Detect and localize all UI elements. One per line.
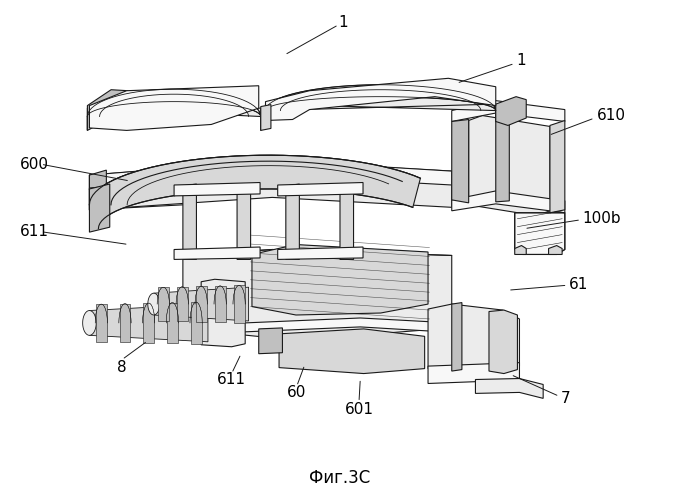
Polygon shape [252,245,428,315]
Text: 1: 1 [339,15,348,30]
Polygon shape [496,112,509,202]
Text: 100b: 100b [583,211,621,226]
Polygon shape [452,191,565,213]
Polygon shape [90,304,208,342]
Polygon shape [90,160,452,190]
Text: 7: 7 [561,391,571,406]
Polygon shape [174,183,260,196]
Text: 611: 611 [20,224,50,239]
Polygon shape [196,286,207,322]
Polygon shape [154,287,249,321]
Polygon shape [90,86,258,130]
Polygon shape [340,184,354,259]
Polygon shape [452,101,565,121]
Text: Фиг.3С: Фиг.3С [309,469,371,487]
Text: 611: 611 [217,372,246,387]
Polygon shape [177,287,188,321]
Text: 600: 600 [20,157,50,172]
Polygon shape [158,287,169,321]
Polygon shape [90,155,420,205]
Polygon shape [452,302,462,371]
Polygon shape [469,116,550,216]
Polygon shape [183,184,197,259]
Polygon shape [88,90,128,130]
Polygon shape [279,329,424,374]
Polygon shape [234,285,245,323]
Text: 60: 60 [287,385,307,400]
Text: 61: 61 [569,277,588,292]
Polygon shape [90,184,109,232]
Text: 1: 1 [516,53,526,68]
Text: 610: 610 [597,108,626,123]
Polygon shape [215,286,226,322]
Polygon shape [252,245,428,315]
Polygon shape [265,78,496,120]
Polygon shape [174,247,260,259]
Polygon shape [148,293,160,315]
Polygon shape [183,250,452,338]
Polygon shape [277,183,363,196]
Polygon shape [167,302,177,343]
Text: 601: 601 [345,402,373,417]
Polygon shape [265,85,496,121]
Polygon shape [90,155,420,229]
Polygon shape [489,310,517,374]
Polygon shape [452,119,469,203]
Polygon shape [515,246,526,254]
Polygon shape [277,247,363,259]
Polygon shape [90,170,106,210]
Polygon shape [120,303,131,342]
Polygon shape [90,175,452,210]
Polygon shape [428,363,520,383]
Polygon shape [496,97,526,125]
Polygon shape [258,328,282,354]
Polygon shape [96,304,107,342]
Text: 8: 8 [117,360,126,375]
Polygon shape [83,310,96,335]
Polygon shape [237,184,251,259]
Polygon shape [190,302,201,344]
Polygon shape [88,89,260,130]
Polygon shape [198,318,452,334]
Polygon shape [550,120,565,213]
Polygon shape [475,379,543,398]
Polygon shape [286,184,299,259]
Polygon shape [549,246,562,254]
Polygon shape [428,304,520,373]
Polygon shape [143,303,154,343]
Polygon shape [260,105,271,130]
Polygon shape [515,213,565,254]
Polygon shape [201,279,245,347]
